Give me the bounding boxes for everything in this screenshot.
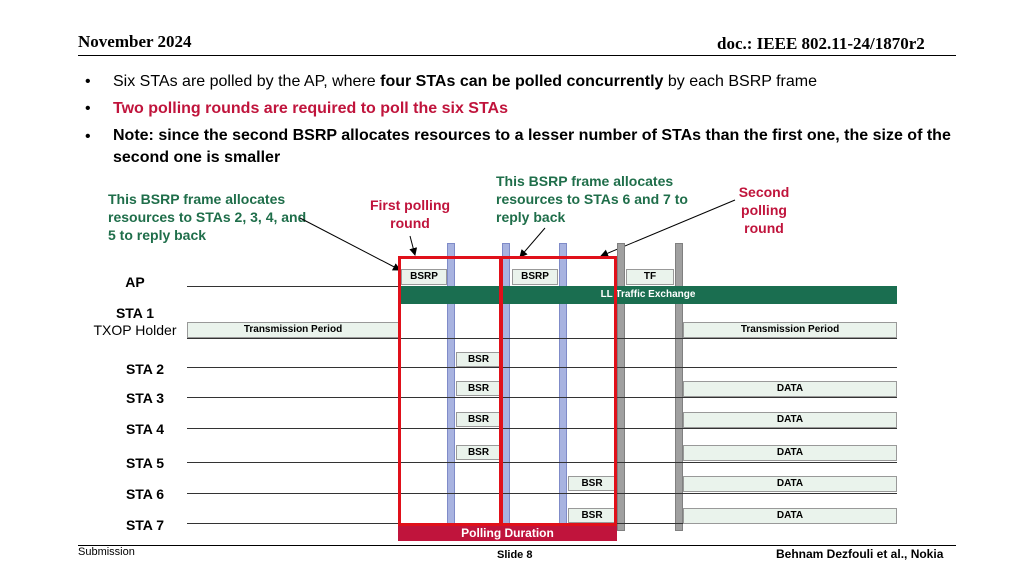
frame-bsr-sta2: BSR bbox=[456, 352, 501, 367]
callout-first-round: First polling round bbox=[369, 197, 451, 231]
station-sta1: STA 1 bbox=[115, 305, 155, 321]
timeline-sta6 bbox=[187, 493, 897, 494]
footer-slide-number: Slide 8 bbox=[497, 549, 533, 561]
bullet-2: Two polling rounds are required to poll … bbox=[113, 100, 508, 117]
timeline-sta5 bbox=[187, 462, 897, 463]
frame-data-sta5: DATA bbox=[683, 445, 897, 461]
bullet-marker: • bbox=[85, 100, 91, 117]
frame-bsrp-2: BSRP bbox=[512, 269, 558, 285]
callout-bsrp2: This BSRP frame allocates resources to S… bbox=[496, 173, 688, 225]
timeline-sta1 bbox=[187, 338, 897, 339]
arrow-bsrp2 bbox=[519, 227, 546, 258]
header-rule bbox=[78, 55, 956, 56]
station-ap: AP bbox=[125, 274, 145, 290]
station-sta2: STA 2 bbox=[125, 361, 165, 377]
station-sta7: STA 7 bbox=[125, 517, 165, 533]
bullet-3: Note: since the second BSRP allocates re… bbox=[113, 127, 951, 166]
frame-data-sta3: DATA bbox=[683, 381, 897, 397]
frame-tx-period-2: Transmission Period bbox=[683, 322, 897, 338]
polling-duration-bar: Polling Duration bbox=[398, 526, 617, 541]
bullet-1: Six STAs are polled by the AP, where fou… bbox=[113, 73, 817, 90]
frame-bsrp-1: BSRP bbox=[401, 269, 447, 285]
callout-bsrp1: This BSRP frame allocates resources to S… bbox=[108, 191, 307, 243]
frame-tf: TF bbox=[626, 269, 674, 285]
footer-submission: Submission bbox=[78, 546, 135, 558]
station-sta1-role: TXOP Holder bbox=[93, 322, 177, 338]
timeline-sta3 bbox=[187, 397, 897, 398]
frame-bsr-sta3: BSR bbox=[456, 381, 501, 396]
station-sta3: STA 3 bbox=[125, 390, 165, 406]
header-date: November 2024 bbox=[78, 32, 192, 51]
arrow-bsrp1 bbox=[299, 217, 401, 271]
second-polling-round-frame bbox=[500, 256, 617, 526]
footer-rule bbox=[78, 545, 956, 546]
timeline-sta4 bbox=[187, 428, 897, 429]
bullet-marker: • bbox=[85, 73, 91, 90]
frame-ll-traffic: LL Traffic Exchange bbox=[399, 286, 897, 304]
timeline-sta2 bbox=[187, 367, 897, 368]
arrow-first-round bbox=[409, 235, 418, 256]
callout-second-round: Second polling round bbox=[738, 184, 790, 236]
bullet-marker: • bbox=[85, 128, 91, 145]
station-sta4: STA 4 bbox=[125, 421, 165, 437]
gap-bar-4 bbox=[617, 243, 625, 531]
gap-bar-5 bbox=[675, 243, 683, 531]
frame-data-sta7: DATA bbox=[683, 508, 897, 524]
header-doc-id: doc.: IEEE 802.11-24/1870r2 bbox=[717, 34, 925, 53]
footer-authors: Behnam Dezfouli et al., Nokia bbox=[776, 547, 944, 561]
frame-data-sta6: DATA bbox=[683, 476, 897, 492]
station-sta5: STA 5 bbox=[125, 455, 165, 471]
frame-tx-period-1: Transmission Period bbox=[187, 322, 399, 338]
frame-data-sta4: DATA bbox=[683, 412, 897, 428]
first-polling-round-frame bbox=[398, 256, 502, 526]
station-sta6: STA 6 bbox=[125, 486, 165, 502]
